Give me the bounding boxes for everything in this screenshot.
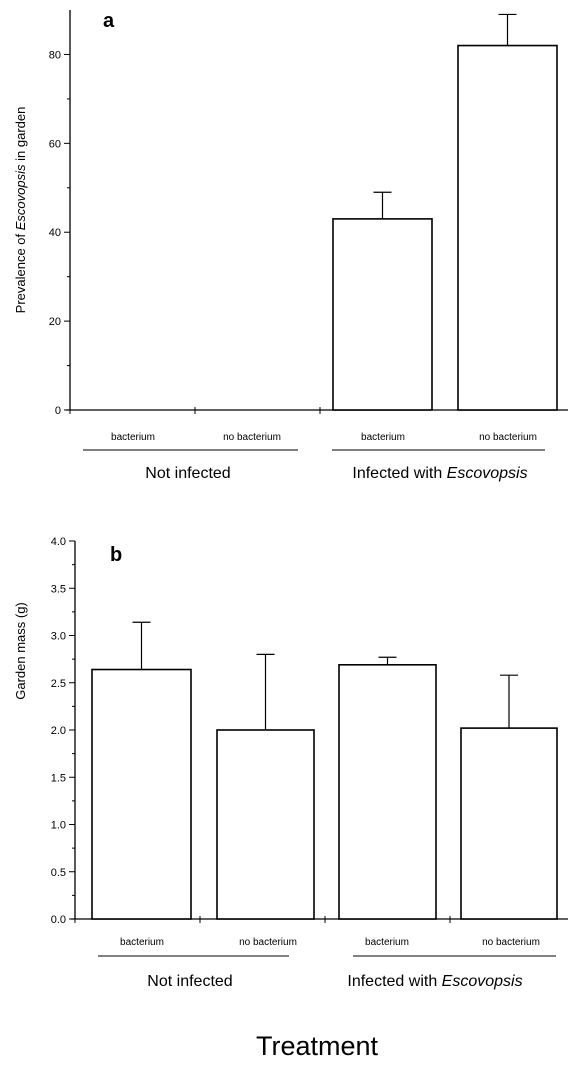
y-tick-label: 2.5	[51, 678, 66, 690]
group-label: Not infected	[145, 465, 230, 482]
y-tick-label: 80	[49, 49, 61, 61]
panel-label: a	[103, 10, 115, 32]
category-label: no bacterium	[239, 937, 297, 948]
bar	[338, 663, 437, 920]
y-tick-label: 1.0	[51, 820, 66, 832]
panel-a-chart: a 0 20 40 60 80 bacterium no bacterium bacterium…	[13, 10, 568, 482]
group-label: Infected with Escovopsis	[352, 465, 527, 482]
y-tick-label: 3.5	[51, 583, 66, 595]
group-label: Infected with Escovopsis	[347, 973, 522, 990]
category-label: bacterium	[361, 432, 405, 443]
category-label: no bacterium	[479, 432, 537, 443]
category-label: no bacterium	[482, 937, 540, 948]
y-axis-title: Prevalence of Escovopsis in garden	[13, 107, 28, 314]
bar	[332, 218, 433, 411]
group-label: Not infected	[147, 973, 232, 990]
y-tick-label: 3.0	[51, 631, 66, 643]
x-axis-title: Treatment	[256, 1031, 379, 1061]
y-tick-label: 0.0	[51, 914, 66, 926]
panel-b-chart: b 0.0 0.5 1.0 1.5 2.0 2.5 3.0 3.5 4.0 bacterium no …	[13, 536, 568, 990]
panel-label: b	[110, 544, 122, 566]
bar	[91, 668, 192, 920]
bar	[460, 727, 558, 920]
y-tick-label: 1.5	[51, 772, 66, 784]
y-tick-label: 60	[49, 138, 61, 150]
y-tick-label: 4.0	[51, 536, 66, 548]
y-axis-title: Garden mass (g)	[13, 602, 28, 700]
bar	[457, 44, 558, 411]
bar	[216, 729, 315, 920]
category-label: no bacterium	[223, 432, 281, 443]
y-tick-label: 40	[49, 227, 61, 239]
y-tick-label: 0.5	[51, 867, 66, 879]
category-label: bacterium	[365, 937, 409, 948]
category-label: bacterium	[111, 432, 155, 443]
y-tick-label: 20	[49, 316, 61, 328]
y-tick-label: 2.0	[51, 725, 66, 737]
y-tick-label: 0	[55, 405, 61, 417]
category-label: bacterium	[120, 937, 164, 948]
